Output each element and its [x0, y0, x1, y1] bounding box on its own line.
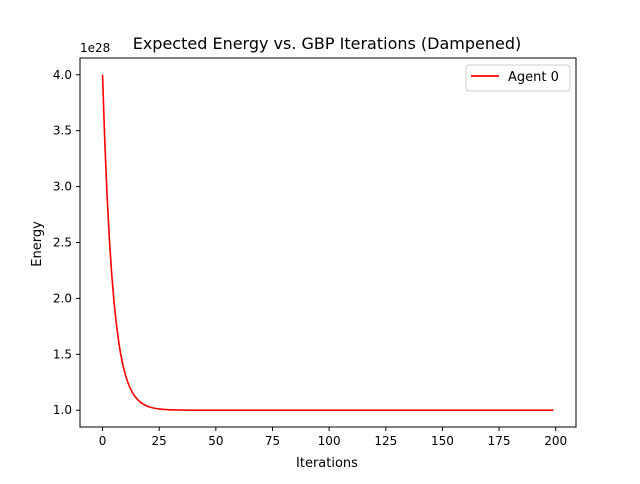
y-tick-label: 3.5 — [53, 124, 72, 138]
y-axis-offset-label: 1e28 — [80, 41, 110, 55]
x-tick-label: 125 — [374, 434, 397, 448]
y-tick-label: 1.5 — [53, 347, 72, 361]
x-tick-label: 25 — [152, 434, 167, 448]
x-tick-label: 175 — [488, 434, 511, 448]
x-axis-ticks: 0 25 50 75 100 125 150 175 200 — [99, 427, 567, 448]
legend: Agent 0 — [465, 64, 571, 92]
plot-frame — [79, 57, 577, 428]
y-tick-label: 4.0 — [53, 68, 72, 82]
x-tick-label: 50 — [208, 434, 223, 448]
x-tick-label: 200 — [544, 434, 567, 448]
chart-title: Expected Energy vs. GBP Iterations (Damp… — [133, 34, 522, 53]
x-axis-label: Iterations — [296, 456, 358, 471]
legend-box — [465, 64, 571, 92]
y-axis-ticks: 1.0 1.5 2.0 2.5 3.0 3.5 4.0 — [53, 68, 80, 417]
x-tick-label: 0 — [99, 434, 107, 448]
y-tick-label: 1.0 — [53, 403, 72, 417]
legend-label-agent-0: Agent 0 — [508, 70, 559, 85]
series-line-agent-0 — [101, 74, 554, 412]
plot-area — [101, 74, 554, 412]
x-tick-label: 150 — [431, 434, 454, 448]
x-tick-label: 100 — [318, 434, 341, 448]
y-tick-label: 2.5 — [53, 236, 72, 250]
x-tick-label: 75 — [265, 434, 280, 448]
y-tick-label: 3.0 — [53, 180, 72, 194]
y-tick-label: 2.0 — [53, 291, 72, 305]
y-axis-label: Energy — [30, 221, 45, 267]
